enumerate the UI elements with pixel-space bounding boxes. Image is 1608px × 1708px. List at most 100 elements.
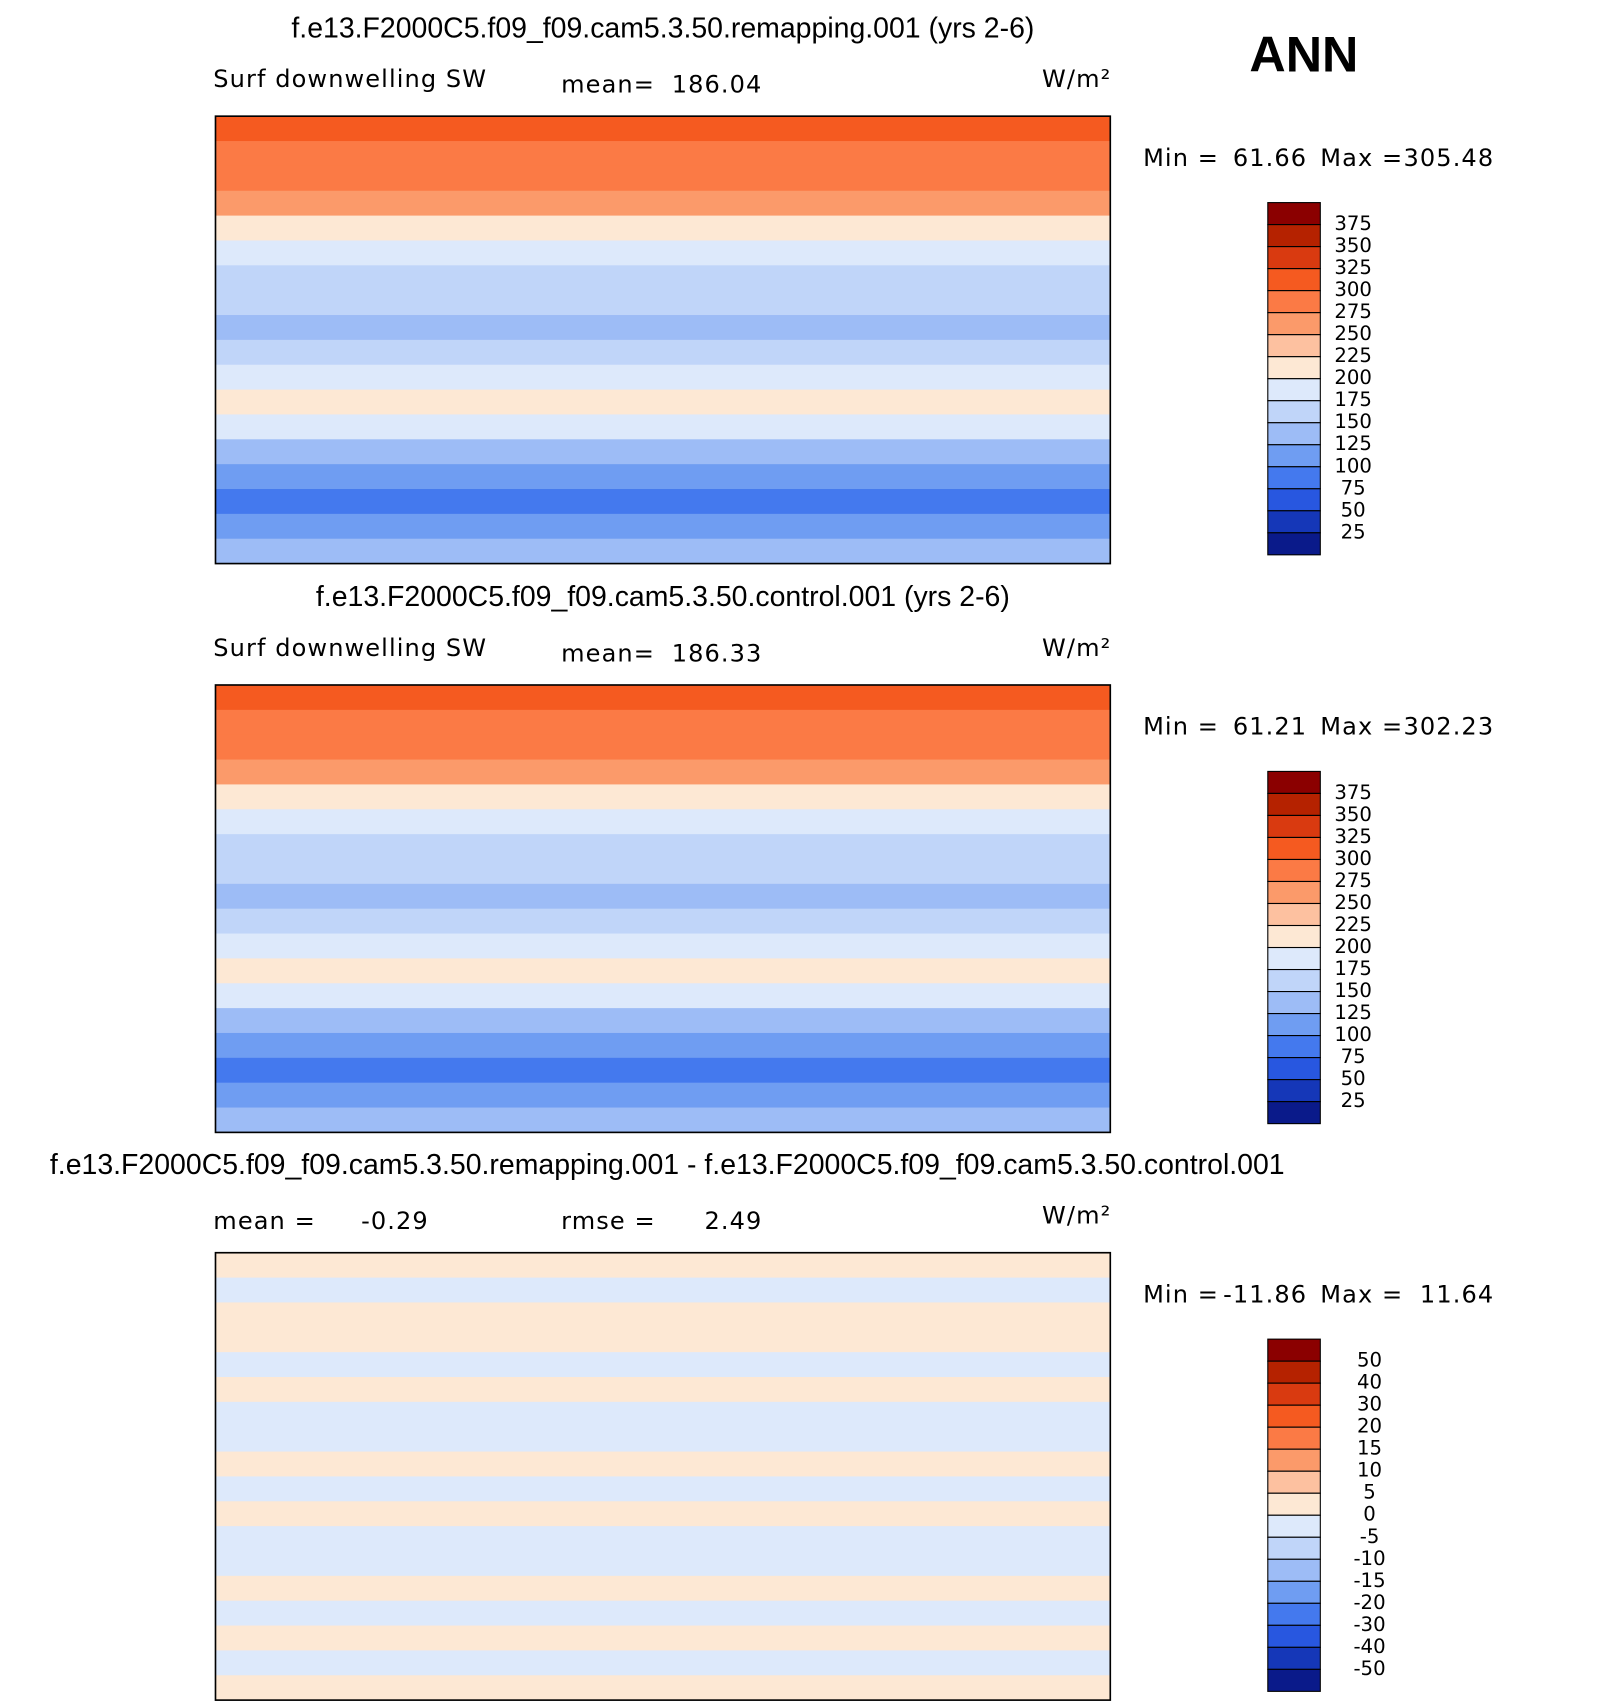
map-band [215, 1277, 1111, 1303]
map-frame [214, 1251, 1112, 1701]
colorbar-label: -50 [1353, 1657, 1385, 1680]
colorbar-box [1267, 466, 1321, 490]
colorbar-label: 250 [1334, 322, 1372, 345]
map-band [215, 389, 1111, 415]
map-band [215, 1082, 1111, 1109]
map [215, 1252, 1111, 1701]
map-band [215, 883, 1111, 910]
colorbar-label: 20 [1357, 1415, 1382, 1438]
map-band [215, 958, 1111, 984]
mean-value: 186.04 [672, 71, 763, 99]
map-band [215, 116, 1111, 142]
map-band [215, 1426, 1111, 1453]
colorbar-box [1267, 1536, 1321, 1560]
colorbar-label: 150 [1334, 410, 1372, 433]
colorbar-label: -30 [1353, 1613, 1385, 1636]
map-band [215, 1526, 1111, 1552]
colorbar-label: 10 [1357, 1459, 1382, 1482]
colorbar-label: 50 [1341, 498, 1366, 521]
map-band [215, 1675, 1111, 1701]
map [215, 684, 1111, 1133]
colorbar-box [1267, 532, 1321, 556]
colorbar-label: 125 [1334, 1001, 1372, 1024]
colorbar-box [1267, 1558, 1321, 1582]
colorbar-label: -20 [1353, 1591, 1385, 1614]
map-band [215, 464, 1111, 490]
map-band [215, 834, 1111, 860]
map-band [215, 759, 1111, 785]
map [215, 116, 1111, 565]
panel-title: f.e13.F2000C5.f09_f09.cam5.3.50.remappin… [50, 1149, 1285, 1181]
map-band [215, 489, 1111, 515]
colorbar-box [1267, 268, 1321, 292]
colorbar-label: 300 [1334, 278, 1372, 301]
colorbar-label: 225 [1334, 344, 1372, 367]
colorbar-label: 175 [1334, 388, 1372, 411]
colorbar-label: 50 [1357, 1349, 1382, 1372]
colorbar-box [1267, 1057, 1321, 1081]
map-band [215, 709, 1111, 736]
colorbar-label: 325 [1334, 256, 1372, 279]
map-band [215, 1252, 1111, 1279]
colorbar-box [1267, 880, 1321, 905]
colorbar-label: 40 [1357, 1371, 1382, 1394]
colorbar-box [1267, 224, 1321, 248]
colorbar-box [1267, 1035, 1321, 1059]
colorbar-box [1267, 1079, 1321, 1103]
colorbar-box [1267, 1338, 1321, 1362]
map-band [215, 1451, 1111, 1477]
map-band [215, 141, 1111, 167]
colorbar-label: 275 [1334, 300, 1372, 323]
min-label: Min = [1143, 1280, 1219, 1308]
map-band [215, 240, 1111, 266]
max-value: 305.48 [1404, 144, 1495, 172]
colorbar-box [1267, 378, 1321, 402]
colorbar-label: 75 [1341, 476, 1366, 499]
map-band [215, 1107, 1111, 1133]
min-label: Min = [1143, 144, 1219, 172]
min-value: 61.21 [1233, 713, 1307, 741]
colorbar-label: 150 [1334, 979, 1372, 1002]
map-band [215, 734, 1111, 761]
panel-title: f.e13.F2000C5.f09_f09.cam5.3.50.control.… [316, 581, 1010, 613]
min-value: -11.86 [1223, 1280, 1307, 1308]
map-band [215, 1401, 1111, 1428]
units: W/m² [1042, 634, 1111, 662]
map-band [215, 784, 1111, 810]
colorbar-box [1267, 334, 1321, 358]
colorbar-label: 300 [1334, 847, 1372, 870]
map-band [215, 364, 1111, 391]
variable-name: Surf downwelling SW [213, 65, 487, 93]
map-band [215, 1032, 1111, 1059]
colorbar-box [1267, 246, 1321, 270]
colorbar-box [1267, 1426, 1321, 1450]
colorbar-box [1267, 1668, 1321, 1692]
map-band [215, 1352, 1111, 1378]
colorbar-box [1267, 1360, 1321, 1384]
colorbar-label: 225 [1334, 913, 1372, 936]
colorbar-box [1267, 1646, 1321, 1670]
colorbar-box [1267, 422, 1321, 446]
map-band [215, 513, 1111, 540]
map-band [215, 858, 1111, 885]
colorbar-label: -5 [1360, 1525, 1380, 1548]
colorbar-label: 325 [1334, 825, 1372, 848]
colorbar-label: -10 [1353, 1547, 1385, 1570]
colorbar-label: 350 [1334, 234, 1372, 257]
colorbar-box [1267, 968, 1321, 993]
colorbar-box [1267, 1101, 1321, 1125]
colorbar-box [1267, 1514, 1321, 1538]
colorbar-label: 100 [1334, 454, 1372, 477]
map-band [215, 215, 1111, 242]
colorbar-box [1267, 946, 1321, 971]
colorbar-box [1267, 1602, 1321, 1626]
max-value: 302.23 [1404, 713, 1495, 741]
map-band [215, 339, 1111, 366]
map-band [215, 1650, 1111, 1676]
max-label: Max = [1320, 713, 1403, 741]
map-band [215, 315, 1111, 341]
max-label: Max = [1320, 1280, 1403, 1308]
map-band [215, 538, 1111, 565]
colorbar-box [1267, 792, 1321, 816]
map-band [215, 1302, 1111, 1328]
